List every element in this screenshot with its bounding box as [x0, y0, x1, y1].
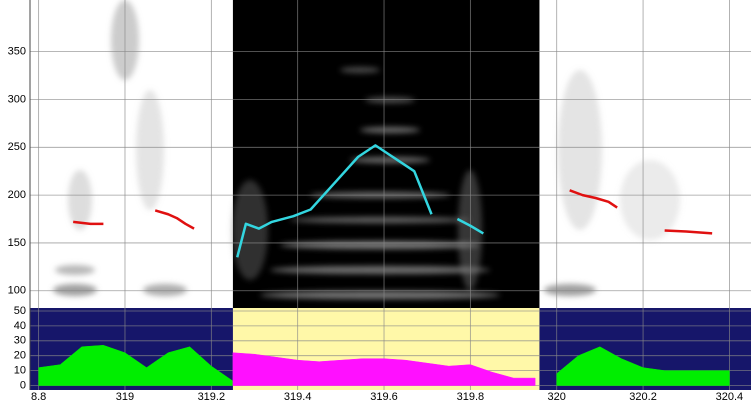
x-tick-label: 319.6 [370, 391, 398, 403]
y-tick-label: 30 [14, 335, 26, 347]
pitch-track [154, 209, 195, 230]
pitch-track [456, 217, 484, 235]
spectrogram-texture [53, 0, 680, 299]
y-tick-label: 250 [8, 141, 26, 153]
pitch-track [236, 144, 433, 258]
x-tick-label: 8.8 [31, 391, 46, 403]
y-tick-label: 300 [8, 93, 26, 105]
y-tick-label: 20 [14, 350, 26, 362]
y-tick-label: 200 [8, 189, 26, 201]
energy-area [232, 352, 536, 386]
y-tick-label: 150 [8, 237, 26, 249]
y-tick-label: 0 [20, 379, 26, 391]
y-tick-label: 10 [14, 365, 26, 377]
y-tick-label: 350 [8, 46, 26, 58]
pitch-track [569, 189, 618, 209]
y-tick-label: 100 [8, 285, 26, 297]
x-tick-label: 319 [116, 391, 134, 403]
y-tick-label: 40 [14, 320, 26, 332]
pitch-track [73, 220, 104, 226]
x-tick-label: 319.4 [284, 391, 312, 403]
x-tick-label: 320.4 [716, 391, 744, 403]
y-tick-label: 50 [14, 305, 26, 317]
energy-area [556, 346, 730, 386]
x-tick-label: 320.2 [629, 391, 657, 403]
x-tick-label: 319.8 [457, 391, 485, 403]
x-tick-label: 320 [548, 391, 566, 403]
pitch-track [664, 229, 713, 235]
x-tick-label: 319.2 [198, 391, 226, 403]
